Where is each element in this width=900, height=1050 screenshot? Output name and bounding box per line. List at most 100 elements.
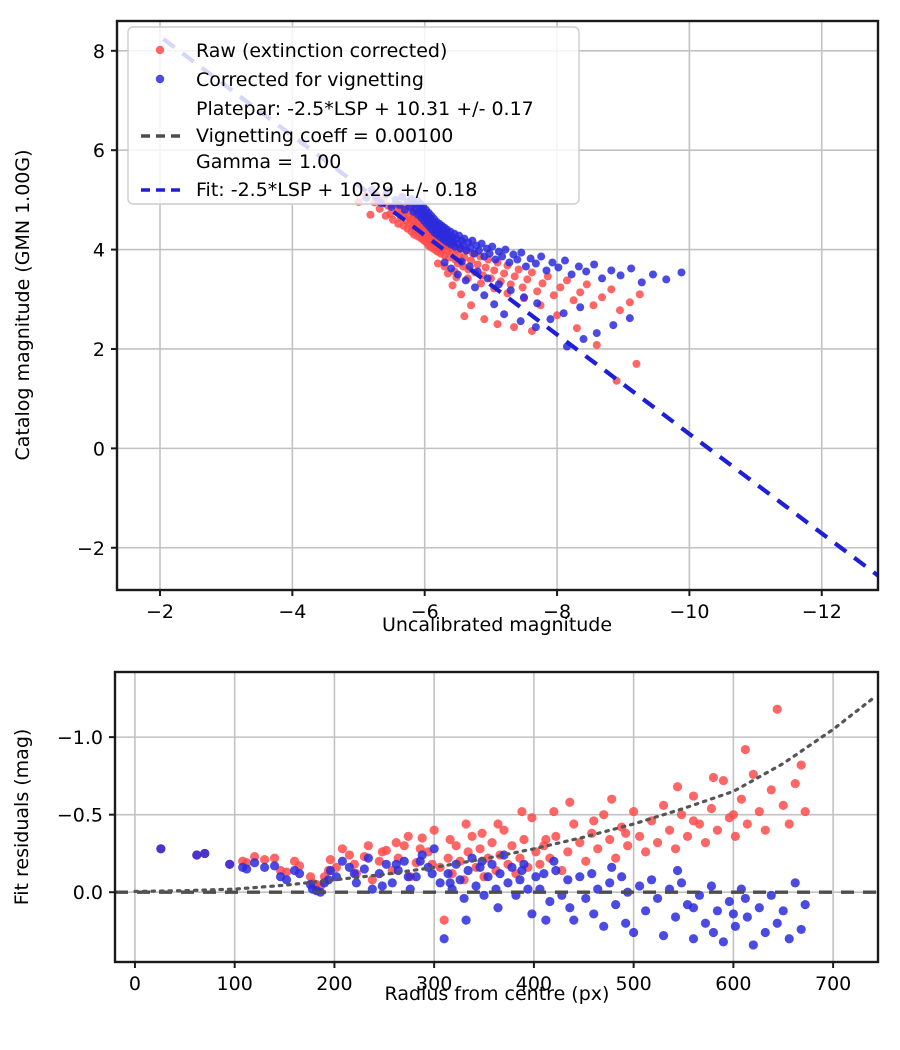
data-point	[461, 915, 471, 925]
data-point	[548, 258, 557, 267]
data-point	[305, 872, 316, 882]
data-point	[538, 279, 547, 288]
data-point	[688, 903, 699, 913]
data-point	[748, 940, 758, 950]
data-point	[609, 321, 618, 330]
data-point	[499, 825, 509, 835]
data-point	[579, 335, 588, 344]
data-point	[549, 856, 559, 866]
data-point	[646, 875, 657, 885]
tick-label: 2	[93, 339, 105, 361]
data-point	[625, 298, 634, 307]
data-point	[275, 872, 286, 882]
data-point	[740, 893, 750, 904]
legend-label-corrected: Corrected for vignetting	[196, 69, 424, 91]
data-point	[481, 263, 490, 272]
data-point	[567, 270, 576, 279]
data-point	[493, 320, 502, 329]
data-point	[337, 844, 347, 854]
data-point	[487, 859, 497, 869]
data-point	[796, 924, 806, 935]
data-point	[269, 861, 280, 871]
data-point	[531, 323, 540, 332]
data-point	[515, 875, 525, 885]
data-point	[367, 875, 377, 885]
data-point	[531, 259, 540, 268]
data-point	[477, 239, 486, 248]
tick-label: −6	[411, 601, 439, 623]
data-point	[463, 865, 473, 876]
data-point	[156, 844, 166, 854]
data-point	[503, 878, 513, 888]
data-point	[649, 270, 658, 279]
data-point	[494, 280, 503, 289]
data-point	[575, 837, 585, 848]
data-point	[790, 878, 800, 888]
data-point	[533, 299, 542, 308]
data-point	[517, 865, 527, 876]
data-point	[359, 864, 369, 874]
data-point	[399, 841, 409, 851]
legend-entry-fit: Fit: -2.5*LSP + 10.29 +/- 0.18	[141, 179, 477, 201]
data-point	[621, 828, 631, 838]
data-point	[688, 791, 699, 801]
data-point	[473, 260, 482, 269]
data-point	[728, 909, 738, 919]
data-point	[575, 872, 585, 882]
data-point	[598, 274, 607, 283]
data-point	[500, 310, 509, 319]
data-point	[565, 797, 575, 807]
data-point	[485, 249, 494, 258]
data-point	[501, 245, 510, 254]
data-point	[652, 837, 663, 848]
data-point	[514, 265, 523, 274]
legend-marker-raw-icon	[155, 45, 165, 55]
tick-label: 4	[93, 240, 105, 262]
data-point	[344, 862, 354, 873]
data-point	[563, 875, 573, 885]
data-point	[551, 831, 561, 841]
data-point	[488, 242, 497, 251]
top-panel-frame	[115, 19, 880, 592]
data-point	[461, 276, 470, 285]
data-point	[796, 760, 806, 770]
data-point	[576, 288, 585, 297]
tick-label: 500	[616, 973, 652, 995]
data-point	[516, 317, 525, 326]
data-point	[708, 927, 719, 938]
data-point	[623, 841, 633, 851]
data-point	[576, 303, 585, 312]
top-panel-ylabel: Catalog magnitude (GMN 1.00G)	[12, 149, 34, 460]
data-point	[490, 300, 499, 309]
tick-label: 400	[516, 973, 552, 995]
data-point	[443, 869, 453, 879]
data-point	[553, 311, 562, 320]
data-point	[718, 937, 729, 947]
data-point	[635, 831, 645, 841]
data-point	[289, 856, 300, 866]
data-point	[467, 831, 477, 841]
data-point	[700, 837, 711, 848]
data-point	[453, 270, 462, 279]
data-point	[439, 915, 449, 925]
bottom-panel-xlabel: Radius from centre (px)	[385, 983, 610, 1005]
data-point	[688, 934, 699, 944]
data-point	[443, 853, 453, 863]
data-point	[742, 912, 752, 922]
data-point	[513, 255, 522, 264]
data-point	[611, 900, 621, 910]
data-point	[387, 878, 397, 888]
data-point	[510, 323, 519, 332]
data-point	[800, 806, 810, 817]
data-point	[760, 825, 770, 835]
data-point	[539, 869, 549, 879]
bottom-panel-tick-labels: 0 100 200 300 400 500 600 700 0.0 −0.5 −1.0	[57, 727, 851, 995]
tick-label: −0.5	[57, 805, 103, 827]
data-point	[435, 878, 445, 888]
data-point	[611, 853, 621, 863]
data-point	[635, 290, 644, 299]
bottom-panel-scatter-points	[156, 704, 810, 950]
data-point	[615, 306, 624, 315]
tick-label: −1.0	[57, 727, 103, 749]
data-point	[447, 264, 456, 273]
